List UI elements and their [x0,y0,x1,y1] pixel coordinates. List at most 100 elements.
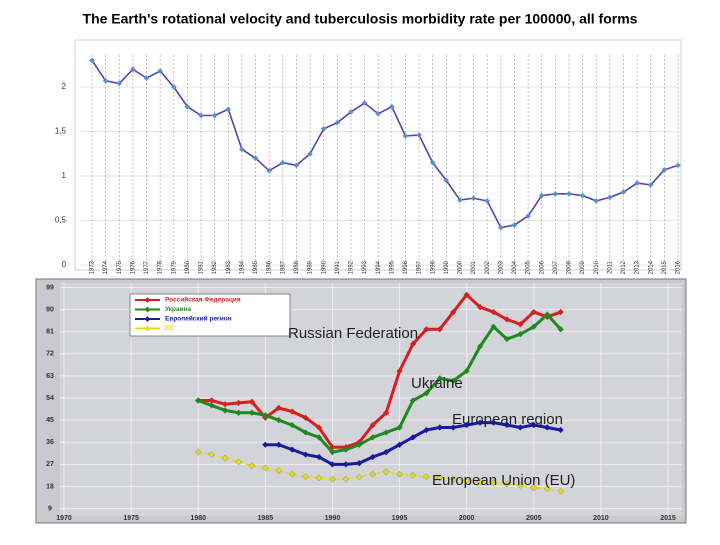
legend-marker [144,306,151,313]
y-tick-label: 36 [46,439,54,446]
point-marker [557,326,564,333]
legend-label: ЕС [165,325,174,332]
point-marker [342,446,349,453]
x-tick-label: 1986 [267,260,273,274]
point-marker [579,192,586,199]
x-tick-label: 2007 [553,260,559,274]
point-marker [275,417,282,424]
x-tick-label: 1991 [335,260,341,274]
point-marker [369,421,376,429]
legend-label: Украина [165,306,192,313]
point-marker [543,485,551,493]
point-marker [248,409,256,416]
point-marker [334,119,341,126]
point-marker [262,412,269,419]
point-marker [369,434,376,441]
point-marker [157,68,163,74]
point-marker [450,424,457,431]
x-tick-label: 1979 [171,260,177,274]
y-tick-label: 90 [46,306,54,313]
point-marker [315,474,323,482]
point-marker [436,424,443,431]
x-tick-label: 2015 [660,515,676,522]
x-tick-label: 1980 [185,260,191,274]
point-marker [463,476,471,484]
series-line [197,312,562,454]
x-tick-label: 1997 [417,260,423,274]
point-marker [348,109,354,115]
x-tick-label: 1984 [239,260,245,274]
legend-marker [144,297,151,303]
y-tick-label: 63 [46,373,54,380]
y-tick-label: 0,5 [55,216,67,225]
series-annotation: Russian Federation [288,325,418,342]
point-marker [443,177,450,184]
point-marker [409,434,417,441]
x-tick-label: 1990 [325,515,341,522]
x-tick-label: 1985 [253,260,259,274]
point-marker [409,471,417,479]
point-marker [675,162,681,169]
x-tick-label: 1990 [321,260,327,274]
x-tick-label: 1983 [226,260,232,274]
x-tick-label: 2005 [526,515,542,522]
point-marker [530,421,537,429]
point-marker [436,326,443,333]
x-tick-label: 2008 [567,260,573,274]
point-marker [262,441,269,448]
point-marker [329,461,336,468]
x-tick-label: 1993 [362,260,368,274]
point-marker [457,197,463,203]
point-marker [634,180,640,186]
point-marker [275,404,282,411]
point-marker [544,311,551,318]
point-marker [607,194,613,201]
y-tick-label: 54 [46,395,54,402]
x-tick-label: 1970 [56,515,72,522]
point-marker [342,461,349,468]
point-marker [402,133,409,139]
point-marker [275,467,283,475]
point-marker [383,448,390,456]
legend-label: Европейский регион [165,315,232,323]
point-marker [503,316,511,323]
point-marker [184,103,191,110]
point-marker [525,213,531,219]
point-marker [383,429,390,436]
point-marker [356,460,363,467]
point-marker [416,132,422,138]
point-marker [302,451,309,458]
y-tick-label: 81 [46,329,54,336]
point-marker [388,103,395,110]
point-marker [194,448,202,456]
x-tick-label: 2000 [458,260,464,274]
point-marker [195,397,202,404]
series-annotation: European Union (EU) [432,472,575,489]
x-tick-label: 2002 [485,260,491,274]
point-marker [490,419,497,426]
point-marker [503,335,511,343]
point-marker [396,470,404,478]
y-tick-label: 18 [46,483,54,490]
series-line [198,292,562,449]
point-marker [356,441,363,448]
point-marker [375,110,382,117]
point-marker [369,470,377,478]
x-tick-label: 1987 [280,260,286,274]
x-tick-label: 2015 [662,260,668,274]
x-tick-label: 1985 [258,515,274,522]
point-marker [476,478,484,486]
point-marker [503,421,511,429]
x-tick-label: 1989 [308,260,314,274]
point-marker [463,367,470,375]
point-marker [221,454,229,462]
legend-marker [144,325,151,332]
point-marker [248,398,256,405]
legend-label: Российская Федерация [165,296,241,304]
y-tick-label: 9 [48,505,52,512]
x-tick-label: 1998 [430,260,436,274]
point-marker [490,479,497,487]
x-tick-label: 2014 [648,260,654,274]
point-marker [557,426,564,434]
